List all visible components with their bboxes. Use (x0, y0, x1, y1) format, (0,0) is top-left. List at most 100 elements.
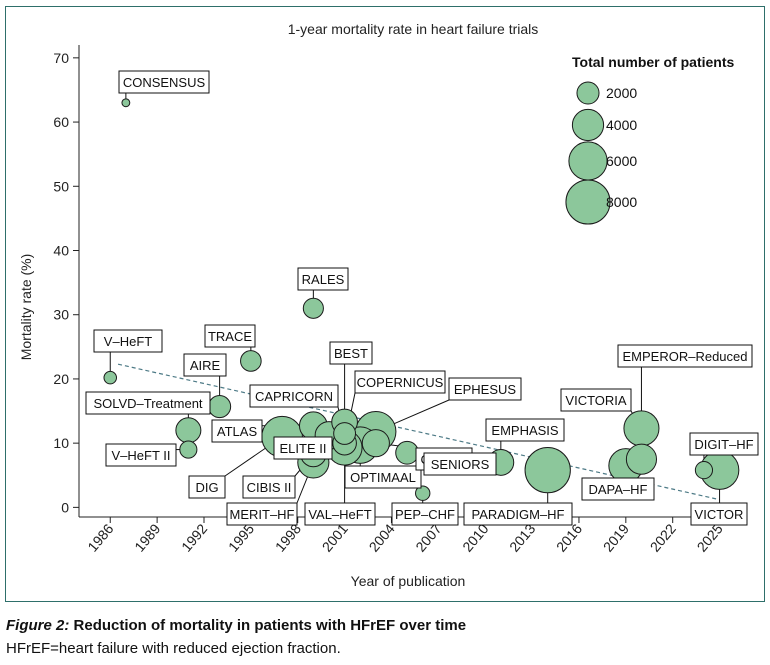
y-tick-label: 60 (53, 114, 69, 130)
label-box-dapa-hf (581, 477, 655, 501)
label-copernicus: COPERNICUS (357, 375, 444, 390)
y-tick-label: 70 (53, 50, 69, 66)
label-emperor-reduced: EMPEROR–Reduced (623, 349, 748, 364)
x-tick-label: 1989 (131, 520, 163, 554)
bubble-victoria (623, 410, 660, 447)
label-optimaal: OPTIMAAL (350, 470, 416, 485)
x-tick-label: 1998 (272, 520, 304, 554)
label-box-val-heft (304, 502, 376, 526)
label-box-copernicus (354, 370, 446, 394)
legend-label-2000: 2000 (606, 85, 637, 101)
label-rales: RALES (302, 272, 345, 287)
y-tick-label: 10 (53, 435, 69, 451)
label-dapa-hf: DAPA–HF (589, 482, 648, 497)
label-elite-ii: ELITE II (280, 441, 327, 456)
x-tick-label: 2022 (647, 520, 679, 554)
label-box-seniors (423, 452, 497, 476)
label-ephesus: EPHESUS (454, 382, 516, 397)
x-tick-label: 2001 (319, 520, 351, 554)
x-tick-label: 2004 (365, 520, 397, 554)
label-box-rales (297, 267, 349, 291)
label-merit-hf: MERIT–HF (230, 507, 295, 522)
label-box-emperor-reduced (617, 344, 753, 368)
label-box-dig (188, 475, 226, 499)
label-digit-hf: DIGIT–HF (694, 437, 753, 452)
label-cibis-ii: CIBIS II (247, 480, 292, 495)
x-tick-label: 2019 (600, 520, 632, 554)
y-tick-label: 30 (53, 307, 69, 323)
label-box-best (329, 341, 373, 365)
label-trace: TRACE (208, 329, 252, 344)
bubble-v-heft-ii (179, 440, 198, 459)
label-box-victoria (560, 388, 632, 412)
x-tick-label: 2007 (412, 520, 444, 554)
bubble-pep-chf (415, 485, 431, 501)
x-tick-label: 2013 (506, 520, 538, 554)
label-victoria: VICTORIA (565, 393, 626, 408)
label-solvd-treatment: SOLVD–Treatment (93, 396, 202, 411)
y-tick-label: 20 (53, 371, 69, 387)
label-box-merit-hf (226, 502, 298, 526)
legend-bubble-8000 (565, 179, 611, 225)
chart-title: 1-year mortality rate in heart failure t… (288, 21, 539, 37)
legend-bubble-6000 (568, 141, 608, 181)
figure-label: Figure 2: (6, 617, 70, 634)
bubble-digit-hf (694, 461, 714, 480)
x-tick-label: 1986 (84, 520, 116, 554)
x-tick-label: 1992 (178, 520, 210, 554)
x-tick-label: 2010 (459, 520, 491, 554)
label-box-capricorn (249, 384, 339, 408)
figure-footnote: HFrEF=heart failure with reduced ejectio… (6, 640, 341, 657)
label-box-consensus (118, 70, 210, 94)
y-tick-label: 40 (53, 242, 69, 258)
label-box-paradigm-hf (463, 502, 573, 526)
label-box-digit-hf (689, 432, 759, 456)
label-box-solvd-treatment (85, 391, 211, 415)
label-dig: DIG (195, 480, 218, 495)
y-axis-label: Mortality rate (%) (18, 254, 34, 361)
label-consensus: CONSENSUS (123, 75, 206, 90)
bubble-chart: 1-year mortality rate in heart failure t… (18, 21, 759, 589)
bubble-v-heft (103, 370, 117, 385)
x-tick-label: 2016 (553, 520, 585, 554)
legend-label-4000: 4000 (606, 117, 637, 133)
label-box-v-heft (93, 329, 163, 353)
label-box-aire (183, 353, 227, 377)
bubble-comet (361, 429, 390, 458)
legend-entries: 2000 4000 6000 8000 (565, 81, 637, 225)
label-val-heft: VAL–HeFT (308, 507, 371, 522)
label-v-heft: V–HeFT (104, 334, 152, 349)
y-tick-label: 50 (53, 178, 69, 194)
label-v-heft-ii: V–HeFT II (111, 448, 170, 463)
label-box-cibis-ii (242, 475, 296, 499)
label-pep-chf: PEP–CHF (395, 507, 455, 522)
label-atlas: ATLAS (217, 424, 258, 439)
legend-bubble-2000 (576, 81, 600, 105)
label-box-elite-ii (273, 436, 333, 460)
label-capricorn: CAPRICORN (255, 389, 333, 404)
label-box-atlas (211, 419, 263, 443)
bubble-capricorn (333, 422, 357, 445)
bubbles (103, 98, 740, 501)
bubble-paradigm-hf (524, 446, 571, 494)
label-box-v-heft-ii (105, 443, 177, 467)
bubble-seniors (395, 440, 419, 465)
y-tick-label: 0 (61, 499, 69, 515)
label-seniors: SENIORS (431, 457, 490, 472)
legend: Total number of patients 2000 4000 6000 800… (565, 54, 735, 225)
bubble-aire (208, 394, 232, 419)
bubble-emperor-reduced (625, 443, 658, 475)
label-box-pep-chf (391, 502, 459, 526)
legend-label-6000: 6000 (606, 153, 637, 169)
x-axis-label: Year of publication (351, 573, 466, 589)
label-emphasis: EMPHASIS (491, 423, 559, 438)
bubble-trace (240, 350, 262, 372)
legend-title: Total number of patients (572, 54, 735, 70)
legend-bubble-4000 (571, 108, 605, 142)
bubble-solvd-treatment (175, 417, 202, 444)
x-tick-label: 2025 (694, 520, 726, 554)
label-box-emphasis (485, 418, 565, 442)
figure-frame: 1-year mortality rate in heart failure t… (5, 6, 765, 602)
figure-caption: Figure 2: Reduction of mortality in pati… (6, 614, 766, 660)
label-paradigm-hf: PARADIGM–HF (472, 507, 565, 522)
